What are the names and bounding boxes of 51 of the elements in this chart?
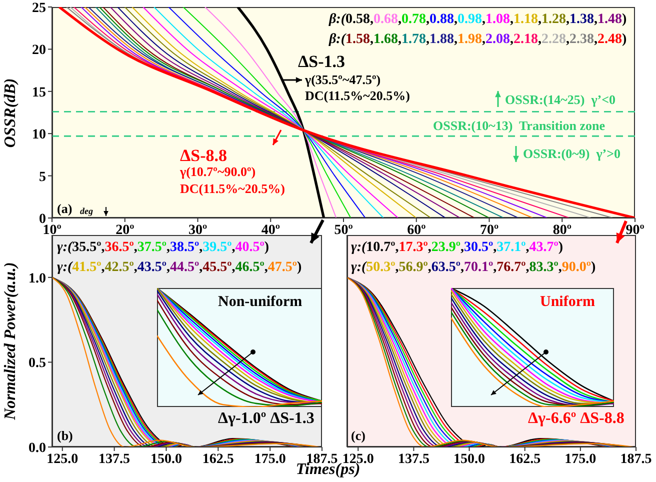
x-tick-label: 70º bbox=[480, 222, 499, 238]
annotation: deg bbox=[80, 206, 93, 216]
y-tick-label: 5 bbox=[39, 170, 46, 185]
annotation: (c) bbox=[351, 428, 366, 444]
text: γ:(10.7º,17.3º,23.9º,30.5º,37.1º,43.7º) bbox=[351, 240, 564, 255]
annotation: DC(11.5%~20.5%) bbox=[180, 181, 285, 197]
text: γ:(35.5º,36.5º,37.5º,38.5º,39.5º,40.5º) bbox=[57, 240, 270, 255]
text: β:(0.58,0.68,0.78,0.88,0.98,1.08,1.18,1.28,1.38,1.48) bbox=[329, 12, 627, 27]
y-tick-label: 0.5 bbox=[28, 356, 46, 372]
x-tick-label: 150.0 bbox=[150, 452, 182, 467]
x-tick-label: 20º bbox=[116, 222, 135, 238]
y-tick-label: 1.0 bbox=[28, 271, 46, 286]
annotation: (a) bbox=[57, 201, 72, 217]
annotation: Non-uniform bbox=[218, 294, 302, 311]
y-tick-label: 25 bbox=[32, 0, 46, 16]
x-tick-label: 187.5 bbox=[620, 452, 652, 467]
annotation: γ(10.7º~90.0º) bbox=[180, 164, 256, 180]
x-tick-label: 175.0 bbox=[564, 452, 596, 467]
annotation: γ(35.5º~47.5º) bbox=[305, 72, 381, 88]
x-tick-label: 60º bbox=[407, 222, 426, 238]
annotation: (b) bbox=[57, 428, 73, 444]
x-tick-label: 30º bbox=[188, 222, 208, 238]
x-tick-label: 90º bbox=[626, 222, 645, 238]
annotation: Uniform bbox=[540, 294, 595, 311]
annotation: Δγ-1.0º ΔS-1.3 bbox=[218, 410, 314, 428]
x-tick-label: 80º bbox=[552, 222, 572, 238]
y-tick-label: 0.0 bbox=[28, 440, 46, 456]
x-tick-label: 50º bbox=[334, 222, 354, 238]
x-tick-label: 162.5 bbox=[202, 452, 234, 467]
x-tick-label: 137.5 bbox=[398, 452, 430, 467]
annotation: OSSR:(10~13) Transition zone bbox=[433, 118, 606, 134]
annotation: Δγ-6.6º ΔS-8.8 bbox=[528, 410, 624, 428]
x-tick-label: 150.0 bbox=[454, 452, 486, 467]
y-tick-label: 10 bbox=[32, 128, 46, 143]
x-tick-label: 162.5 bbox=[509, 452, 541, 467]
x-tick-label: 175.0 bbox=[254, 452, 286, 467]
text: γ:(50.3º,56.9º,63.5º,70.1º,76.7º,83.3º,90.0º) bbox=[351, 260, 596, 275]
annotation: OSSR:(14~25) γ’<0 bbox=[505, 92, 616, 108]
y-axis-title: Normalized Power(a.u.) bbox=[2, 261, 20, 422]
x-tick-label: 40º bbox=[261, 222, 280, 238]
y-tick-label: 15 bbox=[32, 85, 46, 100]
x-tick-label: 137.5 bbox=[98, 452, 130, 467]
annotation: ΔS-1.3 bbox=[298, 52, 346, 72]
text: γ:(41.5º,42.5º,43.5º,44.5º,45.5º,46.5º,47.5º) bbox=[57, 260, 302, 275]
y-tick-label: 20 bbox=[32, 43, 46, 58]
y-axis-title: OSSR(dB) bbox=[2, 76, 20, 150]
annotation: OSSR:(0~9) γ’>0 bbox=[523, 146, 621, 162]
annotation: ΔS-8.8 bbox=[180, 146, 228, 166]
x-tick-label: 125.0 bbox=[46, 452, 78, 467]
annotation: DC(11.5%~20.5%) bbox=[305, 88, 410, 104]
text: β:(1.58,1.68,1.78,1.88,1.98,2.08,2.18,2.28,2.38,2.48) bbox=[329, 32, 627, 47]
